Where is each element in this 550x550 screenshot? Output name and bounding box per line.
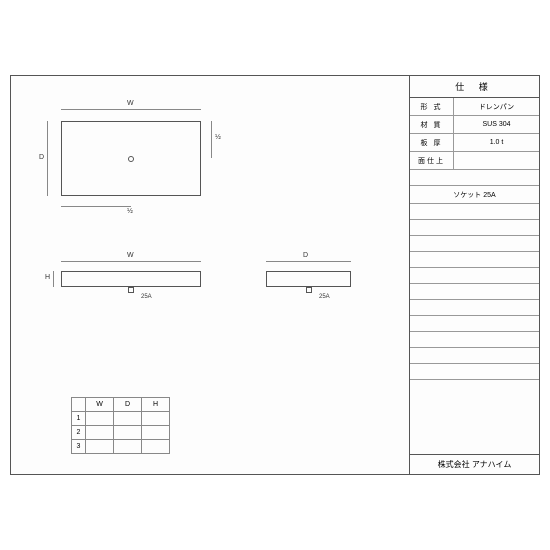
spec-label-material: 材 質 [410, 116, 454, 133]
nozzle-side [306, 287, 312, 293]
blank-row [410, 204, 539, 220]
front-view-rect [61, 271, 201, 287]
spec-socket: ソケット 25A [410, 186, 539, 204]
dim-label-d: D [39, 154, 44, 161]
dim-label-h1: H [45, 274, 50, 281]
spec-row-finish: 面仕上 [410, 152, 539, 170]
spec-value-finish [454, 152, 539, 169]
spec-row-material: 材 質 SUS 304 [410, 116, 539, 134]
dim-label-d2: D [303, 252, 308, 259]
blank-row [410, 316, 539, 332]
dim-line-h1 [53, 271, 54, 287]
spacer [410, 380, 539, 454]
dimensions-table: W D H 1 2 3 [71, 397, 170, 454]
dim-label-half-w: ½ [127, 208, 133, 215]
dim-label-w: W [127, 100, 134, 107]
col-h: H [142, 398, 170, 412]
spec-value-thickness: 1.0 t [454, 134, 539, 151]
side-view-rect [266, 271, 351, 287]
dim-label-w2: W [127, 252, 134, 259]
company-name: 株式会社 アナハイム [410, 454, 539, 474]
nozzle-label-2: 25A [319, 294, 330, 300]
drawing-area: W D ½ ½ W H 25A D 25A W D H [11, 76, 409, 474]
dim-line-half-w [61, 206, 131, 207]
row-2: 2 [72, 426, 86, 440]
drain-hole [128, 156, 134, 162]
dim-label-half-d: ½ [215, 134, 221, 141]
blank-row [410, 364, 539, 380]
plan-view-rect [61, 121, 201, 196]
blank-row [410, 332, 539, 348]
spec-value-material: SUS 304 [454, 116, 539, 133]
spec-value-type: ドレンパン [454, 98, 539, 115]
col-w: W [86, 398, 114, 412]
spec-label-finish: 面仕上 [410, 152, 454, 169]
drawing-sheet: W D ½ ½ W H 25A D 25A W D H [10, 75, 540, 475]
row-1: 1 [72, 412, 86, 426]
blank-row [410, 268, 539, 284]
blank-row [410, 220, 539, 236]
dim-line-w2 [61, 261, 201, 262]
nozzle-front [128, 287, 134, 293]
table-corner [72, 398, 86, 412]
spec-panel: 仕 様 形 式 ドレンパン 材 質 SUS 304 板 厚 1.0 t 面仕上 … [409, 76, 539, 474]
blank-row [410, 348, 539, 364]
blank-row [410, 300, 539, 316]
blank-row [410, 170, 539, 186]
dim-line-d [47, 121, 48, 196]
blank-row [410, 236, 539, 252]
col-d: D [114, 398, 142, 412]
spec-label-type: 形 式 [410, 98, 454, 115]
blank-row [410, 284, 539, 300]
dim-line-d2 [266, 261, 351, 262]
blank-row [410, 252, 539, 268]
spec-row-thickness: 板 厚 1.0 t [410, 134, 539, 152]
spec-row-type: 形 式 ドレンパン [410, 98, 539, 116]
dim-line-w [61, 109, 201, 110]
nozzle-label-1: 25A [141, 294, 152, 300]
spec-header: 仕 様 [410, 76, 539, 98]
spec-label-thickness: 板 厚 [410, 134, 454, 151]
row-3: 3 [72, 440, 86, 454]
dim-line-half-d [211, 121, 212, 158]
